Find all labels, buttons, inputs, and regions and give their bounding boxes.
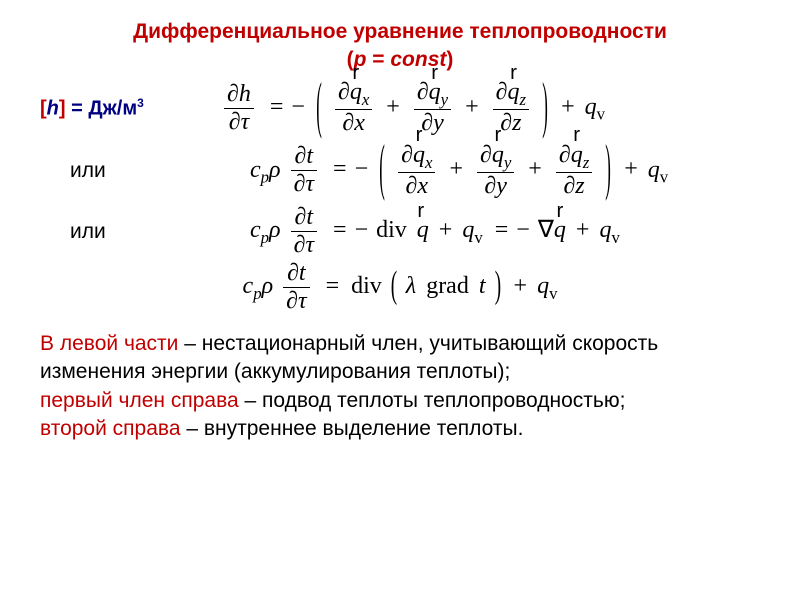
row-eq1: [h] = Дж/м3 ∂h ∂τ =− ( ∂qx ∂x + ∂qy ∂y +… (40, 80, 760, 137)
frac-dt-dtau-4: ∂t ∂τ (283, 261, 309, 314)
unit-open: [ (40, 98, 47, 120)
footer-text: В левой части – нестационарный член, учи… (40, 330, 760, 443)
unit-value: Дж/м (88, 98, 137, 120)
or-label-2: или (40, 220, 250, 244)
frac-dh-dtau: ∂h ∂τ (224, 82, 254, 135)
unit-eq: = (66, 98, 89, 120)
or-label-1: или (40, 159, 250, 183)
page-title: Дифференциальное уравнение теплопроводно… (40, 20, 760, 44)
frac-dt-dtau-2: ∂t ∂τ (291, 144, 317, 197)
row-eq2: или cpρ ∂t ∂τ =− ( ∂qx ∂x + ∂qy ∂y + ∂qz… (40, 143, 760, 200)
row-eq4: cpρ ∂t ∂τ = div ( λ grad t ) + qv (40, 261, 760, 314)
unit-label: [h] = Дж/м3 (40, 96, 220, 121)
paren-close: ) (446, 48, 453, 71)
unit-close: ] (59, 98, 66, 120)
unit-sym: h (47, 98, 59, 120)
equation-1: ∂h ∂τ =− ( ∂qx ∂x + ∂qy ∂y + ∂qz ∂z ) + … (220, 80, 605, 137)
row-eq3: или cpρ ∂t ∂τ =− div q + qv =− ∇q + qv (40, 205, 760, 258)
footer-txt-3: – внутреннее выделение теплоты. (181, 417, 524, 440)
unit-exp: 3 (137, 96, 144, 110)
page-subtitle: (p = const) (40, 48, 760, 72)
footer-key-3: второй справа (40, 417, 181, 440)
subtitle-eq: = (366, 48, 390, 71)
equation-2: cpρ ∂t ∂τ =− ( ∂qx ∂x + ∂qy ∂y + ∂qz ∂z … (250, 143, 668, 200)
footer-key-2: первый член справа (40, 389, 239, 412)
frac-dt-dtau-3: ∂t ∂τ (291, 205, 317, 258)
footer-key-1: В левой части (40, 332, 178, 355)
frac-dqx-dx: ∂qx ∂x (335, 80, 372, 137)
equation-4: cpρ ∂t ∂τ = div ( λ grad t ) + qv (243, 261, 558, 314)
footer-txt-2: – подвод теплоты теплопроводностью; (239, 389, 626, 412)
equation-3: cpρ ∂t ∂τ =− div q + qv =− ∇q + qv (250, 205, 620, 258)
slide: Дифференциальное уравнение теплопроводно… (0, 0, 800, 453)
